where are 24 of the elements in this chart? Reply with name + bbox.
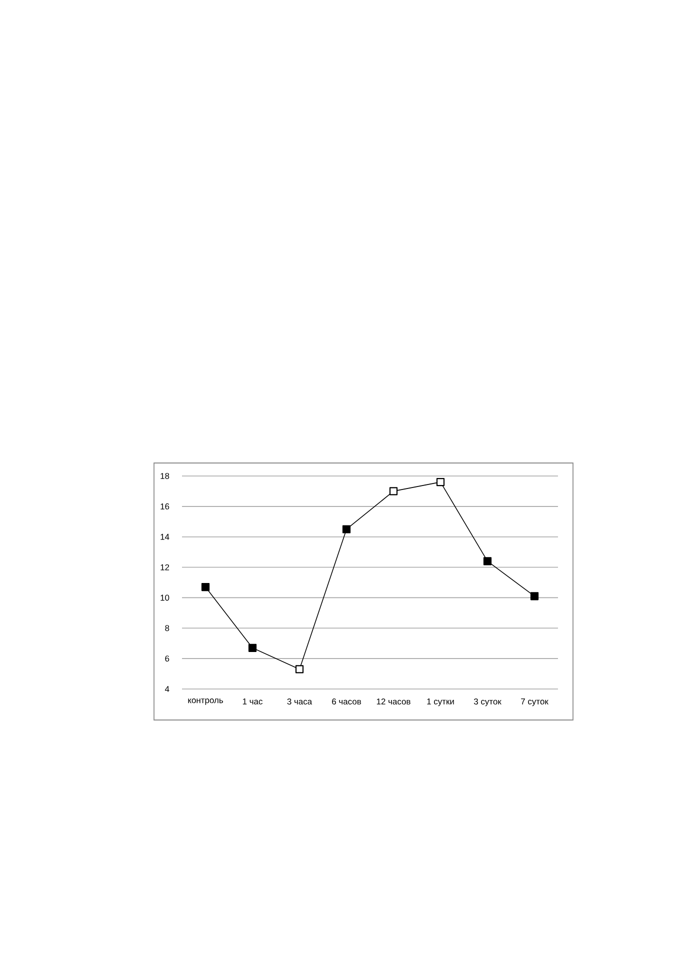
x-tick-label: 1 час [242, 698, 262, 704]
y-tick-label: 18 [160, 473, 170, 479]
point [483, 557, 492, 566]
y-tick-label: 16 [160, 503, 170, 510]
x-tick-label: 7 суток [521, 698, 548, 706]
x-tick-label: 6 часов [332, 698, 361, 704]
x-tick-label: 12 часов [376, 698, 410, 704]
y-tick-label: 8 [165, 625, 170, 632]
y-tick-label: 12 [160, 564, 170, 570]
point [389, 487, 398, 496]
point [342, 525, 351, 534]
point [201, 583, 210, 592]
x-tick-label: 3 суток [474, 698, 502, 706]
point [248, 644, 257, 652]
x-tick-label: контроль [188, 698, 223, 705]
y-tick-label: 14 [160, 534, 170, 540]
point [530, 592, 539, 600]
point [436, 478, 445, 486]
point [295, 665, 304, 674]
y-tick-label: 10 [160, 594, 170, 601]
y-tick-label: 4 [164, 686, 170, 692]
x-tick-label: 1 сутки [427, 698, 454, 706]
y-tick-label: 6 [165, 656, 170, 662]
x-tick-label: 3 часа [287, 698, 312, 704]
